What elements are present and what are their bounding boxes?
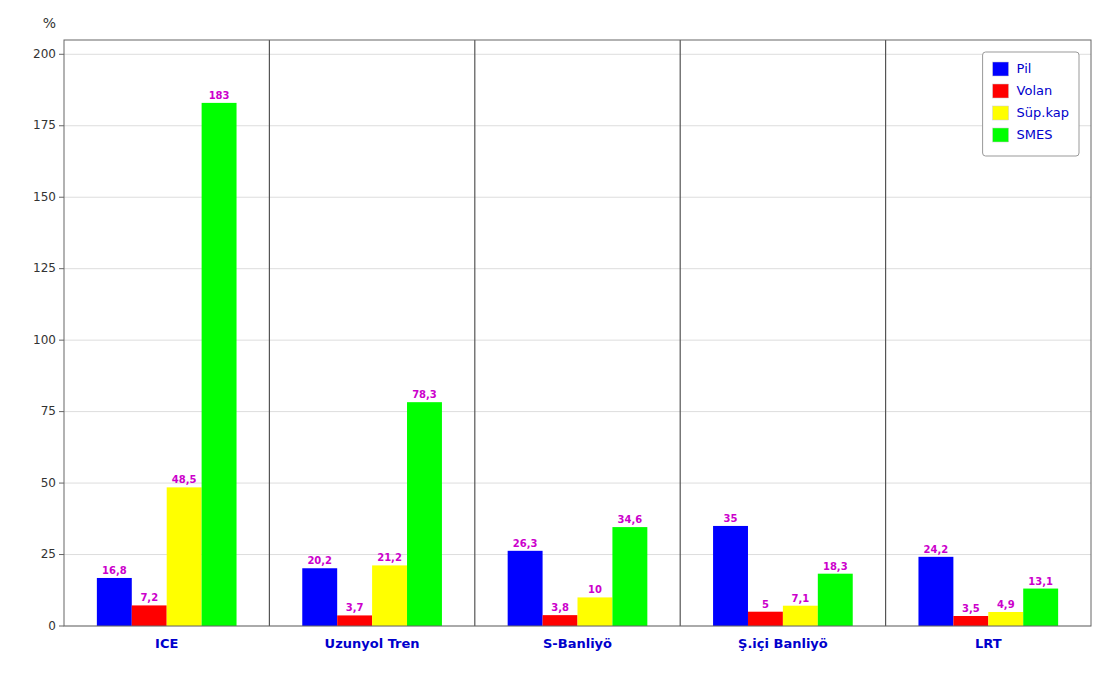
plot-frame [64, 40, 1091, 626]
bar [202, 103, 237, 626]
bar [508, 551, 543, 626]
data-label: 16,8 [102, 565, 127, 576]
data-label: 18,3 [823, 561, 848, 572]
data-labels: 16,8 20,2 26,3 35 24,2 7,2 3,7 3,8 5 3,5 48,5 21,2 1… [102, 90, 1053, 614]
bar [543, 615, 578, 626]
bar [818, 574, 853, 626]
data-label: 78,3 [412, 389, 437, 400]
data-label: 7,2 [140, 592, 158, 603]
data-label: 10 [588, 584, 602, 595]
data-label: 21,2 [377, 552, 402, 563]
data-label: 48,5 [172, 474, 197, 485]
bars [97, 103, 1058, 626]
legend-swatch [993, 84, 1009, 98]
grid-line [64, 54, 1091, 55]
tick-label: 175 [33, 118, 56, 132]
legend-swatch [993, 106, 1009, 120]
bar [988, 612, 1023, 626]
data-label: 34,6 [618, 514, 643, 525]
data-label: 20,2 [307, 555, 332, 566]
bar [953, 616, 988, 626]
data-label: 7,1 [791, 593, 809, 604]
category-label: S-Banliyö [543, 636, 612, 651]
tick-label: 150 [33, 190, 56, 204]
legend-swatch [993, 128, 1009, 142]
group-divider [680, 40, 681, 626]
bar [372, 565, 407, 626]
tick-label: 100 [33, 333, 56, 347]
legend-label: SMES [1017, 127, 1053, 142]
category-label: LRT [975, 636, 1002, 651]
data-label: 24,2 [924, 544, 949, 555]
bar [407, 402, 442, 626]
bar [1023, 589, 1058, 626]
data-label: 4,9 [997, 599, 1015, 610]
tick-mark [59, 626, 64, 627]
tick-mark [59, 411, 64, 412]
category-label: Uzunyol Tren [325, 636, 420, 651]
data-label: 5 [762, 599, 769, 610]
group-divider [885, 40, 886, 626]
tick-label: 200 [33, 47, 56, 61]
bar [337, 615, 372, 626]
data-label: 183 [209, 90, 230, 101]
data-label: 35 [724, 513, 738, 524]
bar [167, 487, 202, 626]
dividers [269, 40, 885, 626]
tick-mark [59, 268, 64, 269]
bar [748, 612, 783, 626]
data-label: 3,8 [551, 602, 569, 613]
tick-mark [59, 54, 64, 55]
legend-label: Süp.kap [1017, 105, 1069, 120]
group-divider [269, 40, 270, 626]
x-axis: ICE Uzunyol Tren S-Banliyö Ş.içi Banliyö LRT [155, 636, 1002, 651]
category-label: ICE [155, 636, 178, 651]
legend-swatch [993, 62, 1009, 76]
y-axis: 0 25 50 75 100 125 150 175 200 [33, 47, 64, 633]
bar [918, 557, 953, 626]
tick-label: 0 [48, 619, 56, 633]
data-label: 13,1 [1028, 576, 1053, 587]
y-axis-label: % [43, 15, 56, 31]
bar [97, 578, 132, 626]
data-label: 3,5 [962, 603, 980, 614]
group-divider [474, 40, 475, 626]
grid [64, 54, 1091, 626]
tick-mark [59, 340, 64, 341]
data-label: 26,3 [513, 538, 538, 549]
category-label: Ş.içi Banliyö [738, 636, 828, 651]
bar [578, 597, 613, 626]
chart: 0 25 50 75 100 125 150 175 200% 16,8 20,2 26,3 35 24,… [0, 0, 1111, 676]
tick-mark [59, 483, 64, 484]
tick-mark [59, 554, 64, 555]
tick-label: 75 [41, 404, 56, 418]
bar [302, 568, 337, 626]
bar [783, 606, 818, 626]
tick-label: 50 [41, 476, 56, 490]
legend: Pil Volan Süp.kap SMES [983, 52, 1079, 156]
legend-frame [983, 52, 1079, 156]
legend-label: Pil [1017, 61, 1032, 76]
bar [132, 605, 167, 626]
legend-label: Volan [1017, 83, 1053, 98]
tick-mark [59, 125, 64, 126]
data-label: 3,7 [346, 602, 364, 613]
tick-mark [59, 197, 64, 198]
tick-label: 25 [41, 547, 56, 561]
bar [612, 527, 647, 626]
bar [713, 526, 748, 626]
tick-label: 125 [33, 261, 56, 275]
